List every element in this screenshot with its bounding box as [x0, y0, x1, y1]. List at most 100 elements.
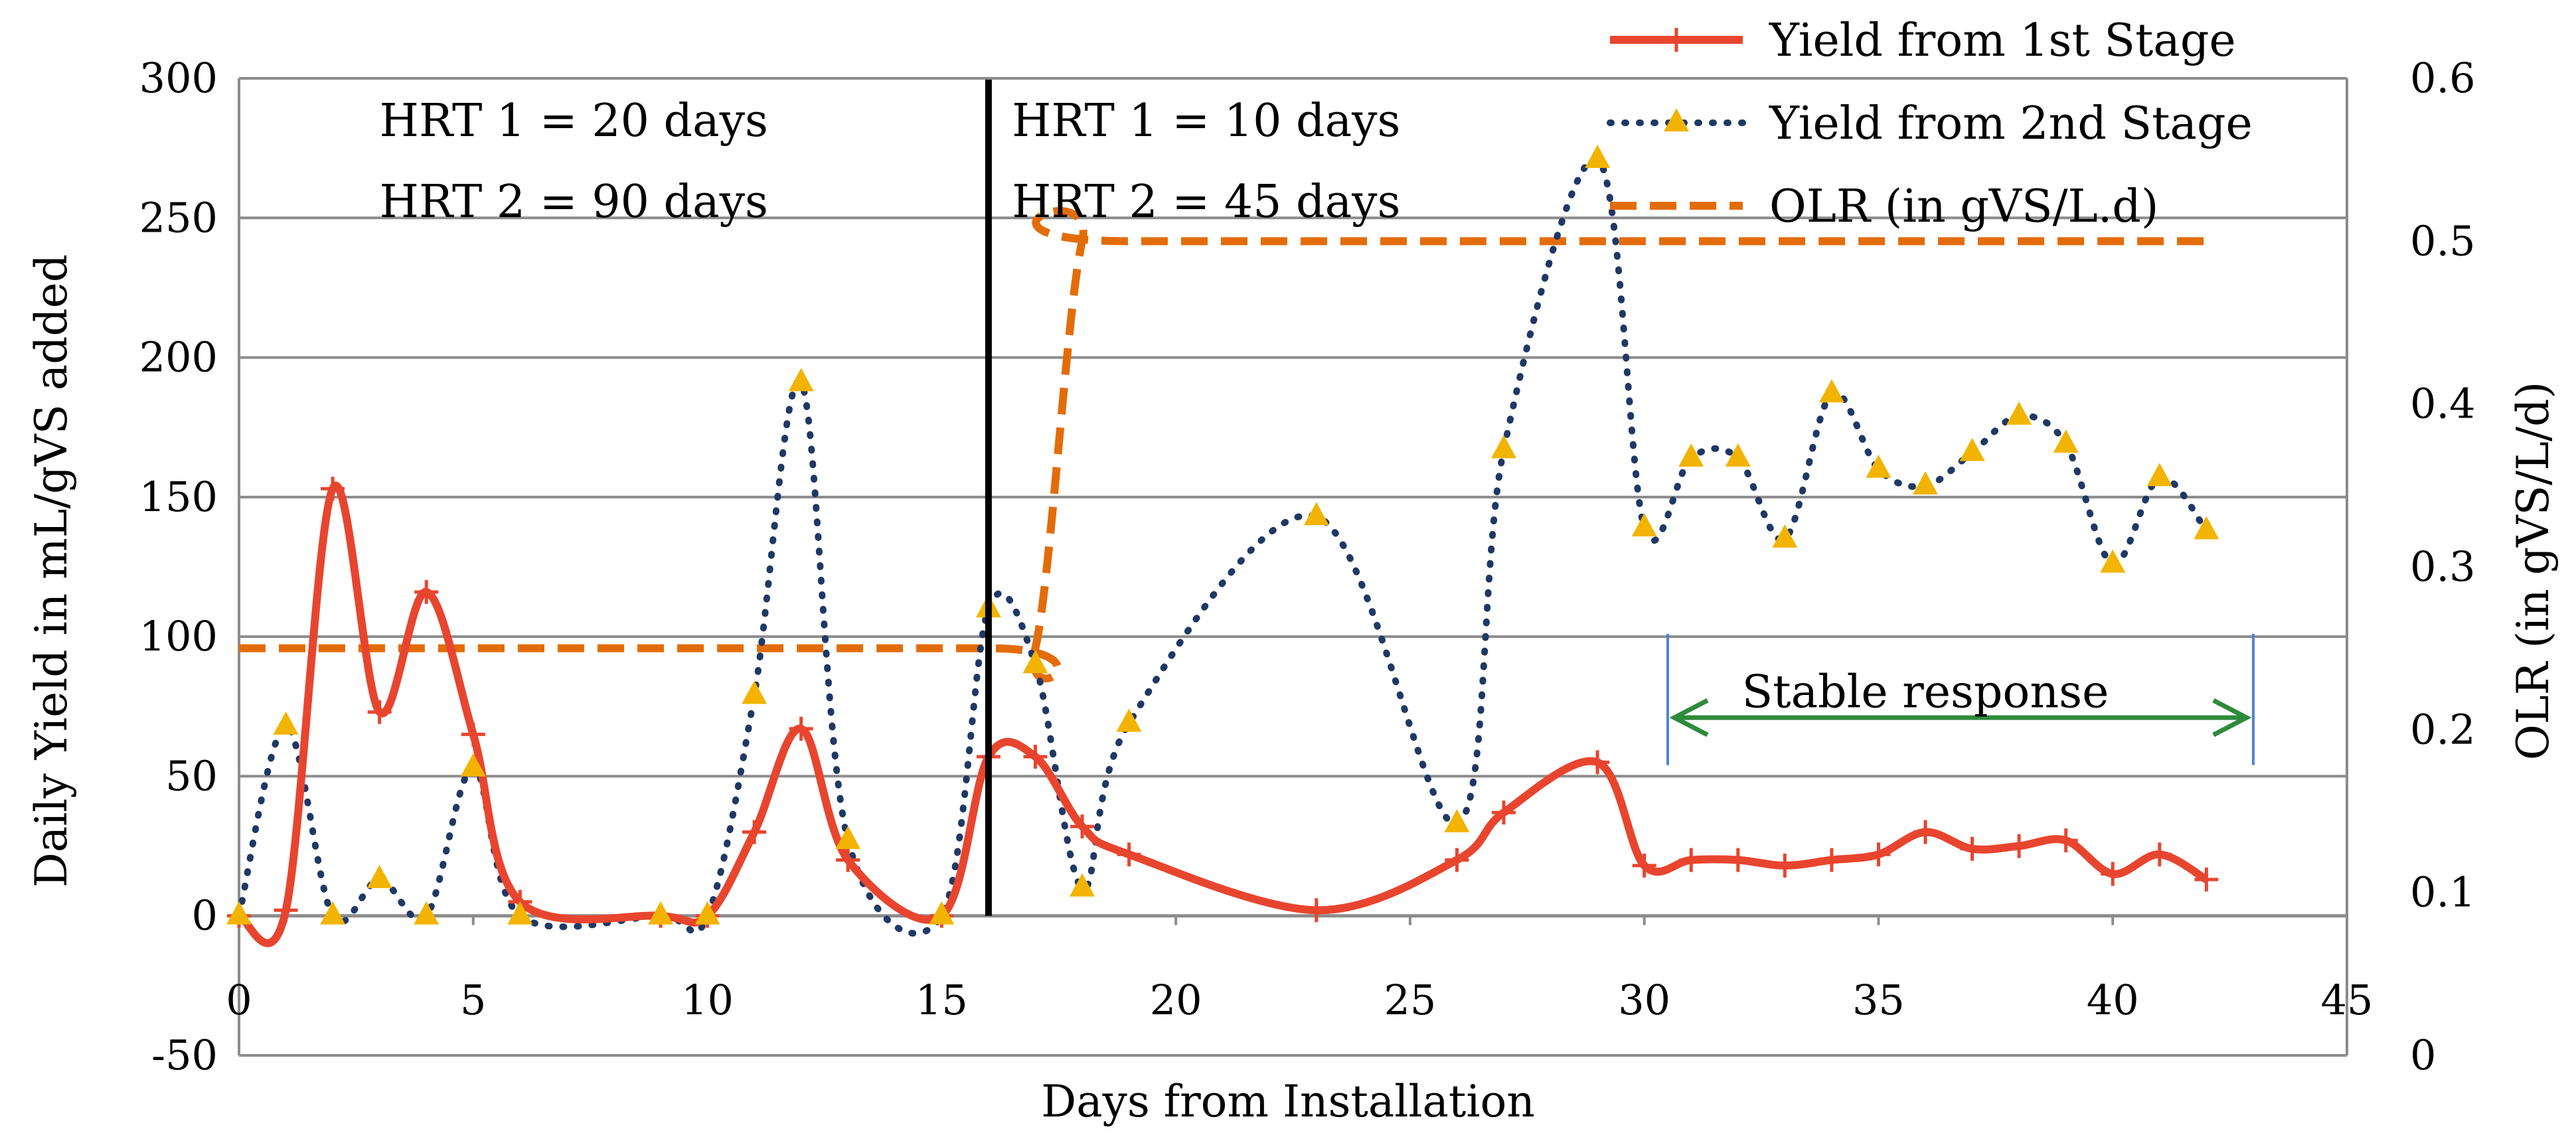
x-tick-label: 25: [1384, 976, 1436, 1024]
series-stage1-point: [1585, 750, 1610, 775]
series-stage2-point: [1491, 435, 1516, 459]
y-tick-label: -50: [151, 1031, 218, 1079]
y2-tick-label: 0.4: [2410, 380, 2476, 428]
x-axis-ticks: 0 5 10 15 20 25 30 35 40 45: [226, 976, 2373, 1024]
y2-tick-label: 0: [2410, 1031, 2436, 1079]
y-tick-label: 150: [139, 473, 218, 521]
hrt-annotation: HRT 1 = 20 days: [380, 95, 768, 147]
x-tick-label: 35: [1852, 976, 1905, 1024]
series-stage2-point: [2146, 463, 2172, 487]
y-axis-left-ticks: -50 0 50 100 150 200 250 300: [139, 54, 218, 1079]
series-stage1-point: [2053, 828, 2078, 853]
series-stage1-point: [1726, 848, 1750, 872]
series-stage1-point: [1773, 854, 1797, 878]
series-stage1-point: [1819, 848, 1844, 872]
y-tick-label: 0: [192, 891, 218, 940]
series-stage1-point: [321, 477, 345, 501]
x-tick-label: 45: [2321, 976, 2374, 1024]
y-tick-label: 300: [139, 54, 218, 102]
series-stage1-point: [1492, 801, 1516, 825]
series-stage2-point: [694, 901, 720, 925]
x-tick-label: 40: [2087, 976, 2139, 1024]
legend-label-olr: OLR (in gVS/L.d): [1769, 181, 2158, 233]
series-stage1-point: [2101, 862, 2125, 886]
series-stage2-point: [2194, 516, 2219, 540]
series-stage2-point: [742, 680, 767, 704]
x-tick-label: 20: [1150, 976, 1202, 1024]
y2-tick-label: 0.6: [2410, 54, 2476, 102]
y2-tick-label: 0.2: [2410, 705, 2476, 753]
series-stage2-point: [2053, 429, 2079, 453]
series-stage2-point: [648, 901, 673, 925]
legend-marker-stage1: [1664, 28, 1688, 52]
series-stage2-point: [273, 711, 299, 735]
legend-label-stage1: Yield from 1st Stage: [1769, 15, 2236, 67]
series-stage1-point: [2147, 842, 2172, 867]
y-axis-right-title: OLR (in gVS/L/d): [2508, 382, 2559, 760]
series-stage1-point: [1070, 814, 1094, 839]
series-stage1-point: [789, 716, 813, 741]
series-stage2-point: [507, 901, 533, 925]
stable-response-label: Stable response: [1742, 666, 2109, 718]
series-stage2-point: [1725, 443, 1751, 467]
x-axis-title: Days from Installation: [1041, 1076, 1534, 1127]
hrt-annotation: HRT 2 = 45 days: [1012, 176, 1400, 228]
y-tick-label: 250: [139, 193, 218, 242]
x-tick-label: 10: [681, 976, 734, 1024]
series-stage1-line: [238, 481, 2209, 947]
series-stage1-point: [1023, 744, 1048, 769]
series-stage1-point: [2007, 834, 2032, 858]
y-tick-label: 50: [165, 751, 218, 800]
series-stage1-point: [836, 848, 860, 872]
series-stage2-point: [320, 901, 346, 925]
series-stage2-point: [1818, 379, 1844, 403]
series-stage2-point: [1678, 443, 1704, 467]
series-stage2-point: [1303, 502, 1329, 526]
series-stage2-line: [236, 155, 2210, 937]
series-stage2-point: [835, 826, 861, 850]
legend-marker-stage2: [1664, 108, 1689, 131]
series-stage2-point: [1866, 454, 1892, 478]
bracket-arrow-head-left: [1669, 698, 1709, 737]
series-stage2-point: [1070, 873, 1095, 897]
series-stage1-point: [742, 820, 767, 844]
series-stage2-point: [414, 901, 440, 925]
bracket-arrow-head-right: [2212, 698, 2252, 737]
series-stage2-point: [1772, 524, 1798, 548]
series-stage2-point: [2006, 401, 2032, 425]
series-stage2-point: [1631, 513, 1657, 537]
y2-tick-label: 0.1: [2410, 868, 2476, 917]
series-stage1-point: [1632, 854, 1656, 878]
x-tick-label: 5: [460, 976, 486, 1024]
y-tick-label: 100: [139, 612, 218, 660]
series-olr-line: [239, 206, 2207, 683]
hrt-annotation: HRT 1 = 10 days: [1012, 95, 1400, 147]
legend: Yield from 1st Stage Yield from 2nd Stage…: [1607, 15, 2253, 233]
y-axis-right-ticks: 0 0.1 0.2 0.3 0.4 0.5 0.6: [2410, 54, 2476, 1079]
x-tick-label: 15: [916, 976, 968, 1024]
series-stage1-point: [1866, 842, 1891, 867]
series-stage1-point: [274, 898, 298, 923]
series-stage2-point: [788, 368, 814, 392]
series-stage2-point: [2100, 549, 2126, 573]
series-stage2-point: [1444, 808, 1470, 832]
series-stage1-point: [1960, 836, 1984, 861]
y-axis-left-title: Daily Yield in mL/gVS added: [26, 254, 77, 887]
annotation-layer: HRT 1 = 20 days HRT 2 = 90 days HRT 1 = 10…: [380, 80, 2255, 916]
y2-tick-label: 0.3: [2410, 542, 2476, 591]
series-stage1-point: [461, 722, 485, 747]
y-tick-label: 200: [139, 333, 218, 382]
series-stage2-point: [1585, 144, 1611, 168]
series-stage2-point: [929, 901, 955, 925]
legend-label-stage2: Yield from 2nd Stage: [1769, 98, 2253, 150]
series-stage1-point: [1117, 842, 1141, 867]
series-stage2-point: [226, 901, 252, 925]
series-stage2-point: [1959, 437, 1985, 461]
series-stage2-point: [1913, 471, 1938, 495]
series-stage2-point: [1022, 650, 1048, 674]
series-stage1-point: [1304, 898, 1328, 923]
series-stage2-point: [460, 753, 486, 777]
series-stage1-point: [2194, 868, 2219, 892]
series-stage1-point: [367, 700, 392, 724]
series-stage1-point: [1679, 848, 1704, 872]
